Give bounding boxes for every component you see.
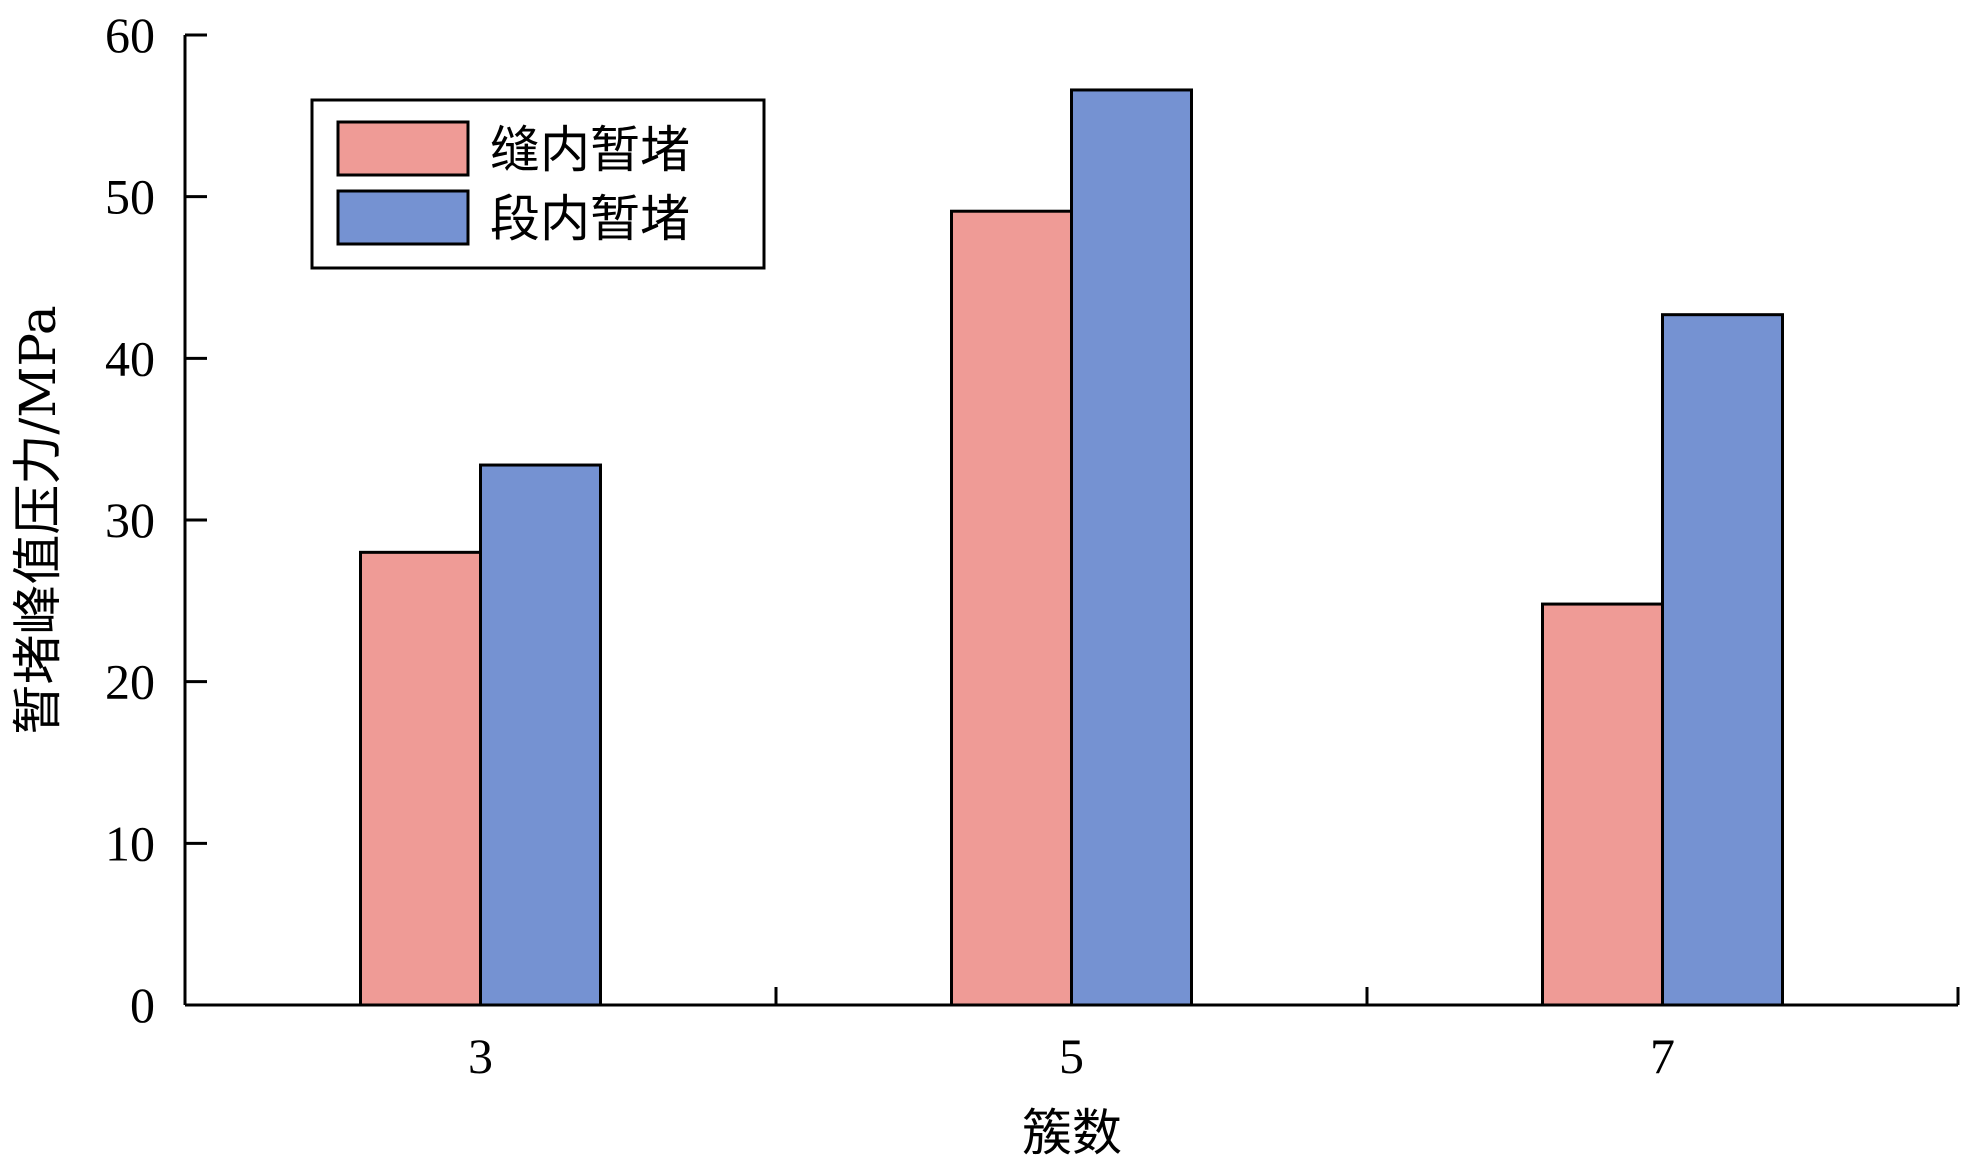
y-tick-label: 20 (105, 654, 155, 710)
bar-series-1-category-5 (950, 209, 1073, 1007)
x-tick-label: 3 (468, 1028, 493, 1084)
y-axis-label: 暂堵峰值压力/MPa (9, 305, 67, 734)
bar-series-1-category-3 (359, 550, 482, 1007)
legend: 缝内暂堵 段内暂堵 (310, 98, 766, 270)
bar-series-2-category-7 (1661, 313, 1784, 1007)
y-tick-label: 60 (105, 7, 155, 63)
x-ticks-group: 3 5 7 (468, 987, 1960, 1084)
y-tick-label: 0 (130, 977, 155, 1033)
x-axis-label: 簇数 (1022, 1104, 1122, 1162)
y-ticks-group: 0 10 20 30 40 50 60 (105, 7, 207, 1033)
bar-series-2-category-3 (479, 463, 602, 1007)
x-tick-label: 5 (1059, 1028, 1084, 1084)
bar-series-2-category-5 (1070, 88, 1193, 1007)
legend-swatch-series-1 (336, 120, 470, 177)
y-tick-label: 10 (105, 815, 155, 871)
bar-series-1-category-7 (1541, 602, 1664, 1007)
x-tick-label: 7 (1650, 1028, 1675, 1084)
legend-swatch-series-2 (336, 189, 470, 246)
legend-label-series-2: 段内暂堵 (490, 190, 690, 248)
bars-group (359, 88, 1784, 1007)
legend-label-series-1: 缝内暂堵 (490, 121, 690, 179)
y-tick-label: 40 (105, 330, 155, 386)
y-tick-label: 50 (105, 169, 155, 225)
y-tick-label: 30 (105, 492, 155, 548)
